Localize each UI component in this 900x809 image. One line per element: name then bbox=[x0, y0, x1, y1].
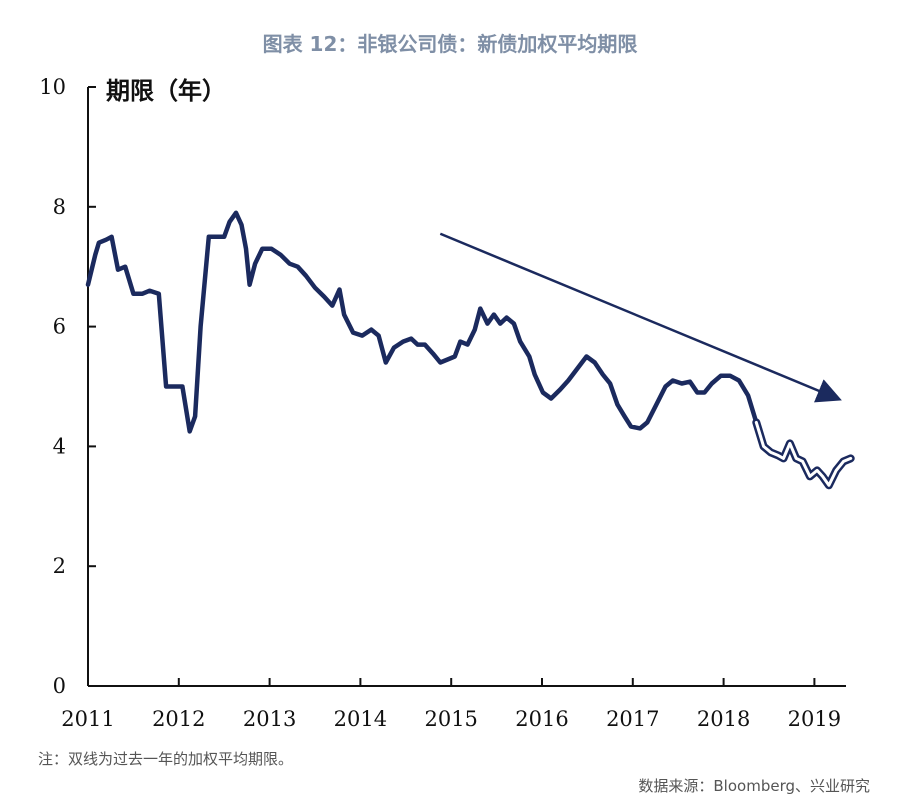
x-ticks: 2011 2012 2013 2014 2015 2016 2017 2018 2019 bbox=[61, 678, 841, 731]
y-tick-label: 4 bbox=[53, 434, 66, 458]
x-tick-label: 2019 bbox=[788, 707, 841, 731]
footnote: 注：双线为过去一年的加权平均期限。 bbox=[38, 750, 294, 768]
y-axis-label: 期限（年） bbox=[106, 76, 226, 105]
series bbox=[85, 210, 855, 490]
series-line bbox=[85, 210, 759, 434]
x-tick-label: 2012 bbox=[152, 707, 205, 731]
x-tick-label: 2013 bbox=[243, 707, 296, 731]
y-tick-label: 8 bbox=[53, 195, 66, 219]
y-tick-label: 0 bbox=[53, 674, 66, 698]
x-tick-label: 2018 bbox=[697, 707, 750, 731]
y-tick-label: 6 bbox=[53, 315, 66, 339]
x-tick-label: 2016 bbox=[515, 707, 568, 731]
y-tick-label: 10 bbox=[39, 75, 66, 99]
annotations bbox=[439, 232, 842, 403]
y-ticks: 0 2 4 6 8 10 bbox=[39, 75, 96, 698]
series-line-inner bbox=[754, 420, 853, 487]
axes bbox=[87, 87, 846, 687]
x-tick-label: 2011 bbox=[61, 707, 114, 731]
x-tick-label: 2014 bbox=[334, 707, 387, 731]
chart-title: 图表 12：非银公司债：新债加权平均期限 bbox=[262, 32, 638, 56]
x-tick-label: 2015 bbox=[424, 707, 477, 731]
x-tick-label: 2017 bbox=[606, 707, 659, 731]
y-tick-label: 2 bbox=[53, 554, 66, 578]
source-note: 数据来源：Bloomberg、兴业研究 bbox=[638, 777, 870, 795]
trend-arrow bbox=[439, 232, 842, 403]
